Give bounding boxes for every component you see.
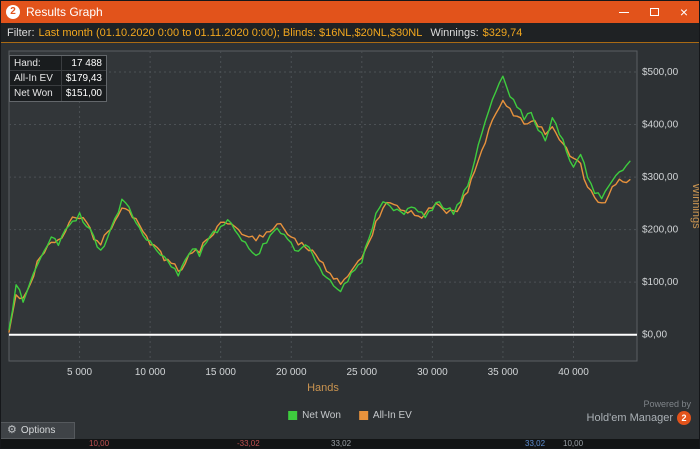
filter-label: Filter: [7, 26, 35, 39]
info-label-allin-ev: All-In EV [10, 71, 62, 85]
background-text-fragment: 33,02 [331, 439, 352, 448]
options-button[interactable]: ⚙ Options [1, 422, 75, 439]
footer: Net Won All-In EV Powered by Hold'em Man… [1, 397, 699, 439]
filter-criteria: Last month (01.10.2020 0:00 to 01.11.202… [38, 26, 423, 39]
info-value-hand: 17 488 [71, 58, 102, 69]
svg-text:Winnings: Winnings [690, 183, 700, 229]
background-text-fragment: 10,00 [563, 439, 584, 448]
svg-text:10 000: 10 000 [135, 367, 166, 378]
svg-text:5 000: 5 000 [67, 367, 92, 378]
svg-text:15 000: 15 000 [205, 367, 236, 378]
app-brand: Hold'em Manager 2 [587, 411, 691, 425]
background-text-fragment: 33,02 [525, 439, 546, 448]
window-title: Results Graph [26, 5, 103, 19]
background-window-strip: 10,00 -33,02 33,02 33,02 10,00 [1, 439, 699, 448]
options-label: Options [20, 425, 56, 436]
legend-item-net-won: Net Won [288, 410, 341, 421]
svg-text:Hands: Hands [307, 382, 339, 394]
svg-text:25 000: 25 000 [347, 367, 378, 378]
minimize-icon [619, 11, 629, 13]
branding: Powered by Hold'em Manager 2 [587, 399, 691, 425]
background-text-fragment: 10,00 [89, 439, 110, 448]
svg-text:$0,00: $0,00 [642, 330, 667, 341]
info-label-hand: Hand: [10, 56, 62, 70]
app-name: Hold'em Manager [586, 412, 673, 424]
winnings-value: $329,74 [482, 26, 523, 39]
info-row-allin-ev: All-In EV $179,43 [10, 71, 106, 86]
filter-bar[interactable]: Filter: Last month (01.10.2020 0:00 to 0… [1, 23, 699, 43]
hm2-logo-digit: 2 [681, 413, 687, 423]
info-value-net-won: $151,00 [65, 88, 102, 99]
svg-text:35 000: 35 000 [488, 367, 519, 378]
background-text-fragment: -33,02 [237, 439, 260, 448]
info-row-hand: Hand: 17 488 [10, 56, 106, 71]
minimize-button[interactable] [609, 1, 639, 23]
net-won-swatch [288, 411, 298, 420]
maximize-button[interactable] [639, 1, 669, 23]
results-chart: $0,00 $100,00 $200,00 $300,00 $400,00 $500,00… [8, 50, 700, 394]
info-value-allin-ev: $179,43 [65, 73, 102, 84]
all-in-ev-swatch [358, 411, 368, 420]
svg-text:30 000: 30 000 [417, 367, 448, 378]
svg-text:$200,00: $200,00 [642, 225, 679, 236]
chart-info-box: Hand: 17 488 All-In EV $179,43 Net Won $… [9, 55, 107, 102]
chart-legend: Net Won All-In EV [288, 410, 412, 421]
svg-text:$400,00: $400,00 [642, 120, 679, 131]
winnings-label: Winnings: [430, 26, 479, 39]
app-logo-digit: 2 [10, 6, 16, 17]
close-button[interactable]: × [669, 1, 699, 23]
gear-icon: ⚙ [7, 424, 17, 436]
chart-panel: $0,00 $100,00 $200,00 $300,00 $400,00 $500,00… [1, 43, 699, 397]
window-controls: × [609, 1, 699, 23]
info-label-net-won: Net Won [10, 86, 62, 101]
powered-by-label: Powered by [643, 399, 691, 409]
hm2-logo-icon: 2 [677, 411, 691, 425]
close-icon: × [679, 4, 689, 20]
svg-text:$500,00: $500,00 [642, 67, 679, 78]
svg-text:20 000: 20 000 [276, 367, 307, 378]
legend-label-net-won: Net Won [302, 410, 341, 421]
app-logo-icon: 2 [6, 5, 20, 19]
title-bar: 2 Results Graph × [1, 1, 699, 23]
svg-text:$300,00: $300,00 [642, 172, 679, 183]
svg-text:40 000: 40 000 [558, 367, 589, 378]
legend-item-all-in-ev: All-In EV [358, 410, 412, 421]
legend-label-all-in-ev: All-In EV [372, 410, 412, 421]
maximize-icon [649, 8, 659, 16]
svg-text:$100,00: $100,00 [642, 277, 679, 288]
info-row-net-won: Net Won $151,00 [10, 86, 106, 101]
